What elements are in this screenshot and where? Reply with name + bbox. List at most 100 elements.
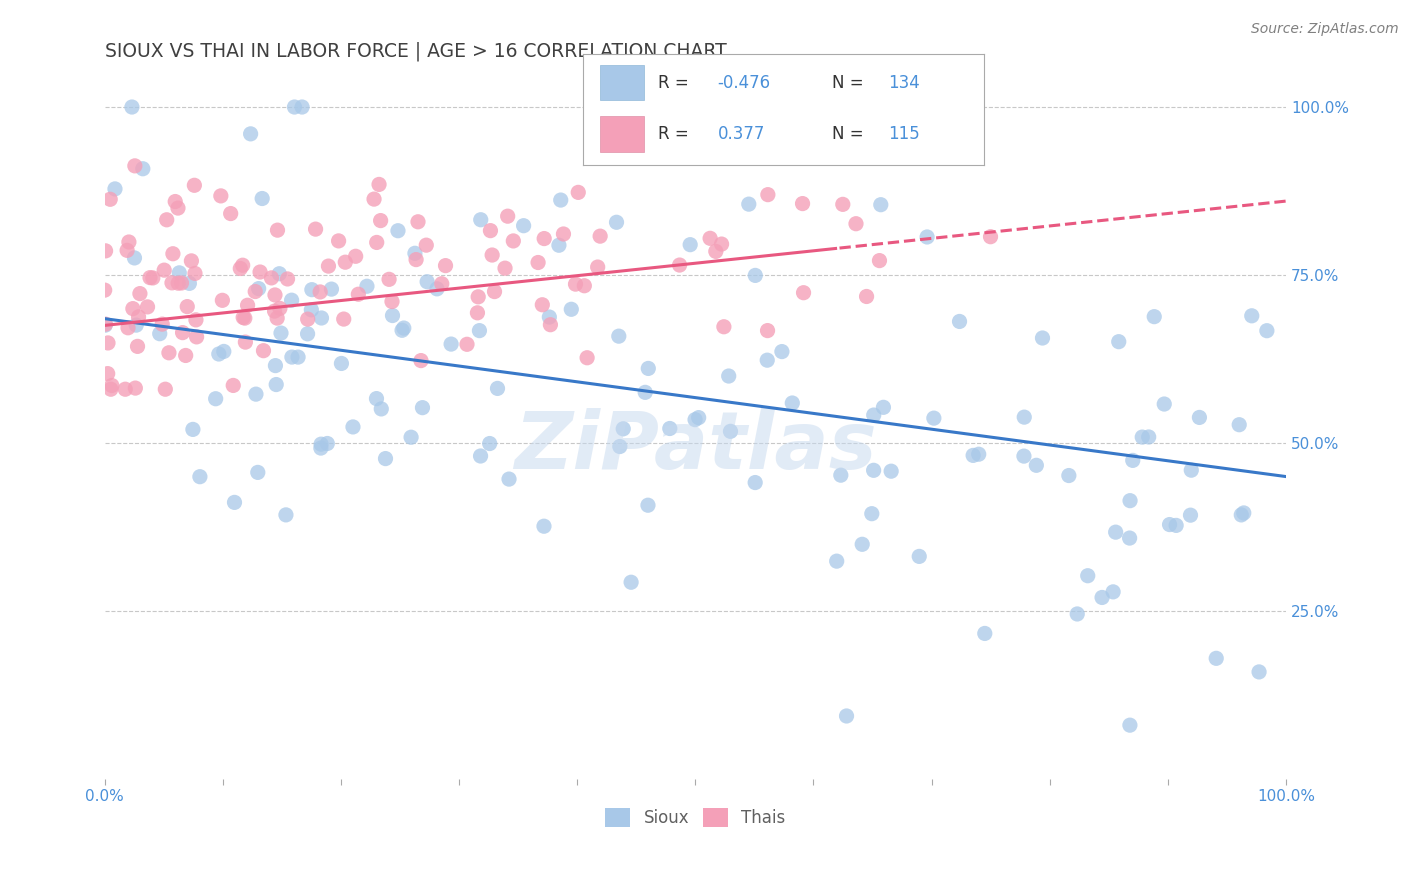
Point [156,212,179,227]
Point [533,519,555,533]
Point [612,422,634,436]
Point [1205,651,1227,665]
Point [347,287,370,301]
Point [973,626,995,640]
Point [264,288,287,302]
Point [481,248,503,262]
Text: 0.377: 0.377 [717,125,765,143]
Point [366,392,388,406]
Point [915,230,938,244]
Point [720,425,742,439]
Point [94,318,117,333]
Point [756,324,779,338]
Point [1122,453,1144,467]
Bar [599,65,644,101]
Point [479,224,502,238]
Point [962,449,984,463]
Point [406,215,429,229]
Point [264,359,287,373]
Text: SIOUX VS THAI IN LABOR FORCE | AGE > 16 CORRELATION CHART: SIOUX VS THAI IN LABOR FORCE | AGE > 16 … [104,42,727,62]
Point [1153,397,1175,411]
Point [710,237,733,252]
Point [1105,525,1128,540]
Point [922,411,945,425]
Point [104,182,127,196]
Point [211,293,233,308]
Point [370,401,392,416]
Point [1012,449,1035,463]
Point [434,259,457,273]
Point [1091,591,1114,605]
Text: 134: 134 [889,73,920,92]
Point [738,197,761,211]
Point [287,350,309,364]
Point [224,495,246,509]
Point [356,279,378,293]
Point [548,238,571,252]
Point [1119,493,1142,508]
Point [391,323,413,337]
Point [127,339,149,353]
Point [399,430,422,444]
Point [782,396,804,410]
Point [486,381,509,395]
Point [538,318,561,332]
Point [186,330,208,344]
Point [605,215,627,229]
Text: Source: ZipAtlas.com: Source: ZipAtlas.com [1251,22,1399,37]
Point [114,382,136,396]
Point [793,285,815,300]
Point [328,234,350,248]
Point [1180,508,1202,523]
Point [756,353,779,368]
Point [155,382,177,396]
Point [101,378,124,392]
Point [129,286,152,301]
Point [668,258,690,272]
Point [744,268,766,283]
Point [851,537,873,551]
Point [1143,310,1166,324]
Point [167,201,190,215]
Point [181,422,204,436]
Point [948,314,970,328]
Point [855,289,877,303]
Point [239,127,262,141]
Point [405,252,427,267]
Point [679,237,702,252]
Point [280,293,302,308]
Point [264,377,287,392]
Point [880,464,903,478]
Text: 115: 115 [889,125,920,143]
Point [374,451,396,466]
Point [1256,324,1278,338]
Point [496,209,519,223]
Point [269,267,291,281]
Point [176,300,198,314]
Point [825,554,848,568]
Point [862,408,884,422]
Point [318,259,340,273]
Point [498,472,520,486]
Point [245,387,267,401]
Point [658,421,681,435]
Point [1077,568,1099,582]
Point [309,437,332,451]
Point [831,197,853,211]
Point [266,311,288,326]
Point [311,310,333,325]
Point [378,272,401,286]
Point [467,306,489,320]
Point [269,301,291,316]
Point [589,229,612,244]
Point [128,310,150,324]
Point [426,282,449,296]
Point [316,436,339,450]
Point [260,271,283,285]
Point [297,312,319,326]
Point [553,227,575,241]
Point [1233,506,1256,520]
Point [121,100,143,114]
Point [283,100,305,114]
Point [236,298,259,312]
